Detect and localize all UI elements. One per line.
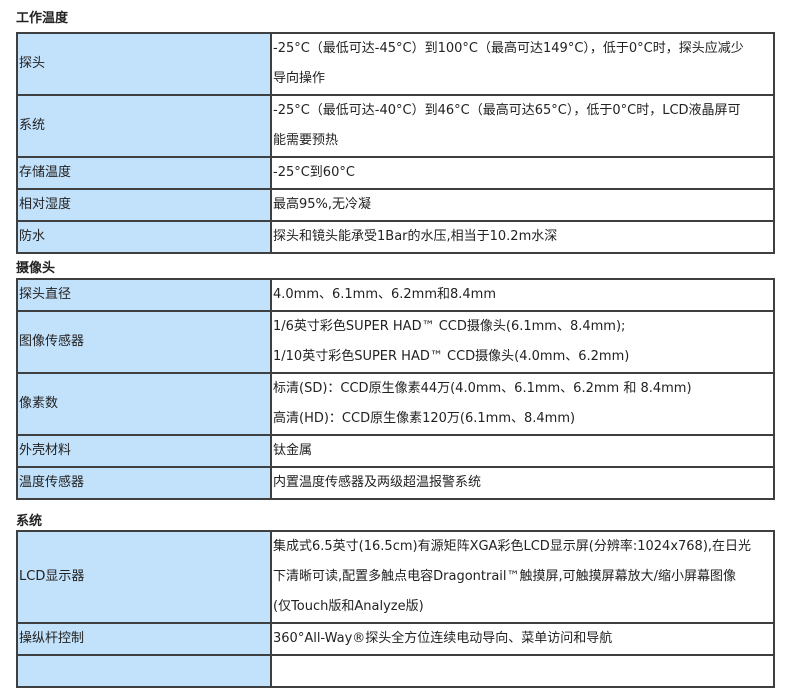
spec-value-line: 高清(HD)：CCD原生像素120万(6.1mm、8.4mm): [273, 411, 576, 426]
spec-label: 外壳材料: [16, 434, 272, 468]
spec-value-line: (仅Touch版和Analyze版): [273, 599, 424, 614]
spec-value-line: 钛金属: [273, 443, 313, 458]
spec-value-line: 1/10英寸彩色SUPER HAD™ CCD摄像头(4.0mm、6.2mm): [273, 349, 630, 364]
spec-value-line: -25°C（最低可达-40°C）到46°C（最高可达65°C），低于0°C时，L…: [273, 103, 741, 118]
spec-row: 温度传感器 内置温度传感器及两级超温报警系统: [16, 466, 775, 500]
spec-value: 最高95%,无冷凝: [270, 188, 775, 222]
spec-label: 存储温度: [16, 156, 272, 190]
spec-value: -25°C（最低可达-45°C）到100°C（最高可达149°C），低于0°C时…: [270, 32, 775, 96]
section-title-system: 系统: [16, 514, 43, 529]
section-title-camera: 摄像头: [16, 261, 56, 276]
spec-value: 钛金属: [270, 434, 775, 468]
spec-label: 相对湿度: [16, 188, 272, 222]
spec-value: [270, 654, 775, 688]
spec-row: 操纵杆控制 360°All-Way®探头全方位连续电动导向、菜单访问和导航: [16, 622, 775, 656]
spec-label: 像素数: [16, 372, 272, 436]
spec-value: 360°All-Way®探头全方位连续电动导向、菜单访问和导航: [270, 622, 775, 656]
spec-label: 操纵杆控制: [16, 622, 272, 656]
spec-row: 外壳材料 钛金属: [16, 434, 775, 468]
spec-label: 系统: [16, 94, 272, 158]
spec-row: 像素数 标清(SD)：CCD原生像素44万(4.0mm、6.1mm、6.2mm 和…: [16, 372, 775, 436]
spec-value-line: -25°C到60°C: [273, 165, 355, 180]
spec-value: 4.0mm、6.1mm、6.2mm和8.4mm: [270, 278, 775, 312]
spec-value: 标清(SD)：CCD原生像素44万(4.0mm、6.1mm、6.2mm 和 8.…: [270, 372, 775, 436]
spec-value-line: 4.0mm、6.1mm、6.2mm和8.4mm: [273, 287, 497, 302]
section-title-operating-temp: 工作温度: [16, 11, 69, 26]
spec-value-line: 探头和镜头能承受1Bar的水压,相当于10.2m水深: [273, 229, 558, 244]
spec-value-line: -25°C（最低可达-45°C）到100°C（最高可达149°C），低于0°C时…: [273, 41, 744, 56]
spec-row: 图像传感器 1/6英寸彩色SUPER HAD™ CCD摄像头(6.1mm、8.4m…: [16, 310, 775, 374]
spec-value: 内置温度传感器及两级超温报警系统: [270, 466, 775, 500]
spec-row: 相对湿度 最高95%,无冷凝: [16, 188, 775, 222]
spec-value: -25°C到60°C: [270, 156, 775, 190]
spec-table-camera: 探头直径 4.0mm、6.1mm、6.2mm和8.4mm 图像传感器 1/6英寸彩色S…: [16, 278, 775, 500]
spec-value-line: 导向操作: [273, 71, 326, 86]
spec-value-line: 下清晰可读,配置多触点电容Dragontrail™触摸屏,可触摸屏幕放大/缩小屏…: [273, 569, 737, 584]
spec-value-line: 集成式6.5英寸(16.5cm)有源矩阵XGA彩色LCD显示屏(分辨率:1024…: [273, 539, 752, 554]
spec-row: LCD显示器 集成式6.5英寸(16.5cm)有源矩阵XGA彩色LCD显示屏(分辨…: [16, 530, 775, 624]
spec-row: 系统 -25°C（最低可达-40°C）到46°C（最高可达65°C），低于0°C时…: [16, 94, 775, 158]
spec-row: 存储温度 -25°C到60°C: [16, 156, 775, 190]
spec-value-line: 能需要预热: [273, 133, 339, 148]
spec-label: 图像传感器: [16, 310, 272, 374]
spec-label: LCD显示器: [16, 530, 272, 624]
spec-value-line: 标清(SD)：CCD原生像素44万(4.0mm、6.1mm、6.2mm 和 8.…: [273, 381, 692, 396]
spec-label: 防水: [16, 220, 272, 254]
spec-value: -25°C（最低可达-40°C）到46°C（最高可达65°C），低于0°C时，L…: [270, 94, 775, 158]
spec-table-system: LCD显示器 集成式6.5英寸(16.5cm)有源矩阵XGA彩色LCD显示屏(分辨…: [16, 530, 775, 688]
spec-row: [16, 654, 775, 688]
spec-value-line: 内置温度传感器及两级超温报警系统: [273, 475, 482, 490]
spec-label: 探头直径: [16, 278, 272, 312]
spec-row: 防水 探头和镜头能承受1Bar的水压,相当于10.2m水深: [16, 220, 775, 254]
spec-value: 1/6英寸彩色SUPER HAD™ CCD摄像头(6.1mm、8.4mm); 1/…: [270, 310, 775, 374]
spec-value-line: 1/6英寸彩色SUPER HAD™ CCD摄像头(6.1mm、8.4mm);: [273, 319, 626, 334]
spec-label: [16, 654, 272, 688]
spec-label: 温度传感器: [16, 466, 272, 500]
spec-page: 工作温度 探头 -25°C（最低可达-45°C）到100°C（最高可达149°C）…: [16, 11, 775, 688]
spec-row: 探头直径 4.0mm、6.1mm、6.2mm和8.4mm: [16, 278, 775, 312]
spec-value-line: [273, 656, 772, 686]
spec-value-line: 最高95%,无冷凝: [273, 197, 372, 212]
spec-value: 集成式6.5英寸(16.5cm)有源矩阵XGA彩色LCD显示屏(分辨率:1024…: [270, 530, 775, 624]
spec-value: 探头和镜头能承受1Bar的水压,相当于10.2m水深: [270, 220, 775, 254]
spec-label: 探头: [16, 32, 272, 96]
spec-table-operating-temp: 探头 -25°C（最低可达-45°C）到100°C（最高可达149°C），低于0°…: [16, 32, 775, 254]
spec-row: 探头 -25°C（最低可达-45°C）到100°C（最高可达149°C），低于0°…: [16, 32, 775, 96]
spec-value-line: 360°All-Way®探头全方位连续电动导向、菜单访问和导航: [273, 631, 613, 646]
